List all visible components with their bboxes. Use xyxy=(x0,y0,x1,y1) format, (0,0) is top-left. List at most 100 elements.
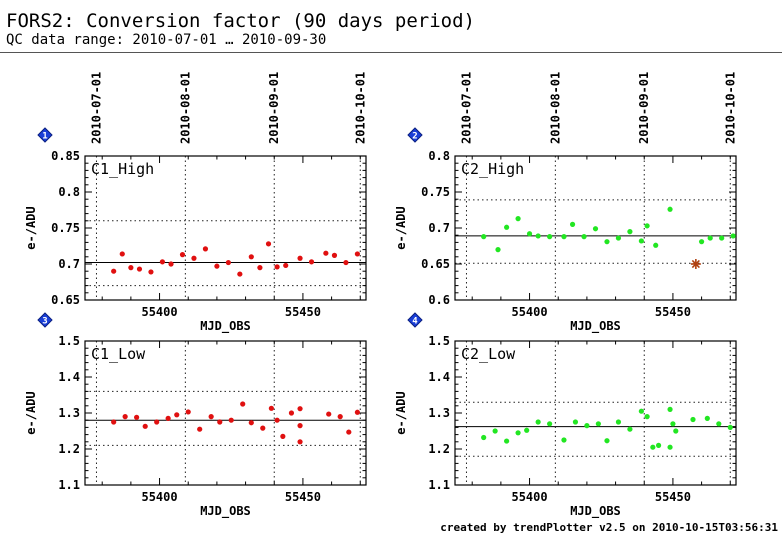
data-point xyxy=(698,239,705,245)
data-point xyxy=(343,259,349,266)
x-axis-label: MJD_OBS xyxy=(200,504,251,519)
data-point xyxy=(260,425,266,431)
x-tick-label: 55400 xyxy=(141,490,177,504)
data-point xyxy=(526,231,533,237)
data-point xyxy=(615,235,622,241)
y-tick-label: 1.3 xyxy=(58,406,80,420)
y-tick-label: 1.2 xyxy=(428,442,450,456)
panel-label: C2_Low xyxy=(461,345,516,363)
data-point xyxy=(134,414,140,420)
data-point xyxy=(655,442,662,448)
data-point xyxy=(730,233,736,239)
data-point xyxy=(584,423,590,429)
data-point xyxy=(111,419,117,425)
data-point xyxy=(638,408,644,414)
data-point xyxy=(165,415,171,421)
top-date-label: 2010-08-01 xyxy=(178,72,192,144)
data-point xyxy=(524,427,530,433)
x-axis-label: MJD_OBS xyxy=(570,319,621,334)
page-title: FORS2: Conversion factor (90 days period… xyxy=(6,10,475,32)
top-date-label: 2010-09-01 xyxy=(637,72,651,144)
data-point xyxy=(615,419,622,425)
panel-4: 1.1 1.2 1.3 1.4 1.5 55400 55450 MJD_OBS e-/ADU 4 C… xyxy=(394,312,737,519)
data-point xyxy=(228,417,234,423)
panel-label: C1_Low xyxy=(91,345,146,363)
data-point xyxy=(248,254,254,260)
data-point xyxy=(179,252,186,258)
data-point xyxy=(481,434,487,441)
data-point xyxy=(547,421,553,427)
data-point xyxy=(604,239,610,245)
data-point xyxy=(274,264,280,270)
x-tick-label: 55450 xyxy=(655,490,691,504)
y-tick-label: 0.65 xyxy=(51,293,80,307)
data-point xyxy=(265,241,272,247)
data-point xyxy=(535,419,541,425)
data-point xyxy=(515,430,521,436)
y-tick-label: 1.4 xyxy=(58,370,80,384)
data-point xyxy=(673,428,679,434)
y-tick-label: 1.5 xyxy=(58,334,80,348)
data-point xyxy=(248,420,254,426)
top-date-label: 2010-10-01 xyxy=(723,72,737,144)
data-point xyxy=(331,252,338,258)
data-point xyxy=(627,426,633,432)
panel-number: 4 xyxy=(412,317,418,327)
y-tick-label: 1.1 xyxy=(58,478,80,492)
data-point xyxy=(504,438,510,444)
header-divider xyxy=(0,52,782,53)
x-tick-label: 55450 xyxy=(285,305,321,319)
data-point xyxy=(704,415,710,421)
data-point xyxy=(136,266,143,272)
panel-badge-icon xyxy=(37,127,53,143)
data-point xyxy=(638,238,644,244)
y-tick-label: 0.8 xyxy=(58,185,80,199)
data-point xyxy=(154,419,160,425)
data-point xyxy=(481,234,487,240)
y-tick-label: 0.6 xyxy=(428,293,450,307)
x-tick-label: 55450 xyxy=(285,490,321,504)
data-point xyxy=(168,261,174,267)
y-tick-label: 0.75 xyxy=(51,221,80,235)
data-point xyxy=(627,229,633,235)
data-point xyxy=(297,439,303,445)
panel-2: 0.6 0.65 0.7 0.75 0.8 55400 55450 MJD_OBS e-/ADU… xyxy=(394,72,737,334)
data-point xyxy=(592,226,599,232)
data-point xyxy=(240,401,246,407)
top-date-label: 2010-09-01 xyxy=(267,72,281,144)
data-point xyxy=(214,263,220,269)
data-point xyxy=(716,421,722,427)
y-tick-label: 1.5 xyxy=(428,334,450,348)
data-point xyxy=(561,234,567,240)
top-date-label: 2010-07-01 xyxy=(89,72,103,144)
data-point xyxy=(142,423,148,429)
outlier-stroke xyxy=(691,259,700,269)
y-tick-label: 0.85 xyxy=(51,149,80,163)
data-point xyxy=(670,421,676,427)
data-point xyxy=(308,259,315,265)
data-point xyxy=(111,268,117,274)
data-point xyxy=(202,246,209,252)
data-point xyxy=(297,406,303,412)
panel-badge-icon xyxy=(37,312,53,328)
data-point xyxy=(191,255,197,261)
y-tick-label: 1.3 xyxy=(428,406,450,420)
data-point xyxy=(707,235,713,241)
data-point xyxy=(323,250,329,256)
y-axis-label: e-/ADU xyxy=(394,391,408,434)
panel-1: 0.65 0.7 0.75 0.8 0.85 55400 55450 MJD_OBS e-/AD… xyxy=(24,72,367,334)
data-point xyxy=(346,429,352,435)
y-tick-label: 0.7 xyxy=(428,221,450,235)
data-point xyxy=(667,444,673,450)
top-date-label: 2010-10-01 xyxy=(353,72,367,144)
data-point xyxy=(604,438,610,444)
y-tick-label: 1.2 xyxy=(58,442,80,456)
data-point xyxy=(727,424,733,430)
data-point xyxy=(128,265,134,271)
data-point xyxy=(288,410,295,416)
x-tick-label: 55400 xyxy=(141,305,177,319)
y-tick-label: 0.65 xyxy=(421,257,450,271)
data-point xyxy=(297,255,303,261)
data-point xyxy=(326,411,332,417)
